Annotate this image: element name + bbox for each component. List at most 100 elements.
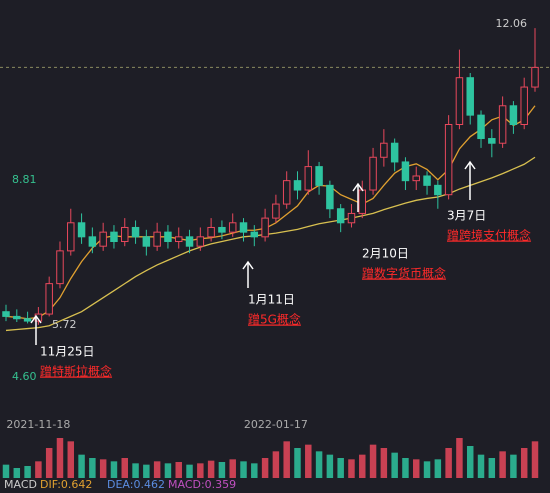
volume-bar xyxy=(24,466,31,478)
candle-body xyxy=(239,222,248,233)
candle-body xyxy=(250,231,259,238)
candle-body xyxy=(455,77,464,125)
annotation-arrow-head xyxy=(464,160,476,170)
macd-dif: DIF:0.642 xyxy=(40,478,92,491)
volume-bar xyxy=(359,454,366,478)
volume-bar xyxy=(413,459,420,478)
volume-bar xyxy=(499,451,506,478)
volume-bar xyxy=(207,460,215,478)
candle-body xyxy=(88,236,97,247)
volume-bar xyxy=(164,463,172,478)
candle-body xyxy=(477,114,485,140)
volume-bar xyxy=(423,461,431,478)
candle-body xyxy=(531,66,539,88)
candle-body xyxy=(509,105,518,125)
candle-body xyxy=(434,184,442,196)
volume-bar xyxy=(110,461,118,478)
volume-bar xyxy=(337,458,344,478)
annotation-date: 1月11日 xyxy=(248,293,295,307)
volume-bar xyxy=(261,458,269,478)
candle-body xyxy=(196,236,205,247)
volume-bar xyxy=(186,464,193,478)
annotation-note: 蹭跨境支付概念 xyxy=(447,228,531,243)
max-label: 12.06 xyxy=(496,17,528,30)
candle-body xyxy=(228,222,237,233)
volume-bar xyxy=(391,452,398,478)
macd-dea: DEA:0.462 xyxy=(107,478,165,491)
x-tick-label: 2022-01-17 xyxy=(244,418,308,431)
volume-bar xyxy=(272,451,280,478)
volume-bar xyxy=(67,441,75,478)
y-tick-label: 8.81 xyxy=(12,173,37,186)
volume-bar xyxy=(153,461,161,478)
candle-body xyxy=(99,231,107,247)
candle-body xyxy=(358,189,367,214)
candle-body xyxy=(23,318,32,322)
volume-bar xyxy=(445,448,452,478)
volume-bar xyxy=(402,458,409,478)
annotation-arrow-head xyxy=(242,260,254,270)
volume-bar xyxy=(89,458,96,478)
candle-body xyxy=(401,161,410,182)
volume-bar xyxy=(510,454,517,478)
annotation-date: 2月10日 xyxy=(362,247,409,261)
candle-body xyxy=(380,142,388,158)
volume-bar xyxy=(35,461,42,478)
x-tick-label: 2021-11-18 xyxy=(6,418,70,431)
volume-bar xyxy=(380,448,388,478)
volume-bar xyxy=(2,464,10,478)
y-tick-label: 4.60 xyxy=(12,370,37,383)
volume-bar xyxy=(56,438,64,478)
volume-bar xyxy=(229,459,236,478)
volume-bar xyxy=(13,468,21,478)
volume-bar xyxy=(175,462,182,478)
volume-bar xyxy=(283,441,290,478)
candle-body xyxy=(67,222,75,252)
candle-body xyxy=(164,231,172,243)
candle-body xyxy=(520,86,528,125)
annotation-note: 蹭数字货币概念 xyxy=(362,266,446,281)
candle-body xyxy=(56,250,64,285)
candle-body xyxy=(444,123,453,196)
candle-body xyxy=(185,236,194,247)
candle-body xyxy=(304,166,313,191)
volume-bar xyxy=(218,462,226,478)
volume-bar xyxy=(305,444,312,478)
volume-bar xyxy=(78,454,85,478)
candle-body xyxy=(121,226,129,243)
volume-bar xyxy=(315,451,323,478)
volume-bar xyxy=(45,448,53,478)
candle-body xyxy=(336,208,345,224)
annotation-date: 3月7日 xyxy=(447,209,486,223)
volume-bar xyxy=(520,448,528,478)
volume-bar xyxy=(197,463,204,478)
annotation-arrow-head xyxy=(30,314,42,324)
candle-body xyxy=(498,105,507,144)
min-label: 5.72 xyxy=(52,318,77,331)
candle-body xyxy=(272,203,280,219)
volume-bar xyxy=(456,438,463,478)
volume-bar xyxy=(348,459,355,478)
candle-body xyxy=(423,175,431,186)
candle-body xyxy=(369,156,377,191)
candle-body xyxy=(218,226,226,233)
candle-body xyxy=(412,175,420,182)
candle-body xyxy=(466,77,474,116)
candle-body xyxy=(153,231,161,247)
candle-body xyxy=(347,212,356,224)
candle-body xyxy=(131,226,140,238)
volume-bar xyxy=(466,446,474,478)
volume-bar xyxy=(121,458,128,478)
volume-bar xyxy=(240,461,247,478)
volume-bar xyxy=(294,448,301,478)
volume-bar xyxy=(99,459,107,478)
candle-body xyxy=(390,142,399,163)
candle-body xyxy=(45,283,53,315)
candle-body xyxy=(326,184,334,210)
candle-body xyxy=(174,236,183,243)
volume-bar xyxy=(143,464,150,478)
volume-bar xyxy=(488,458,496,478)
annotation-note: 蹭特斯拉概念 xyxy=(40,364,112,379)
volume-bar xyxy=(326,454,334,478)
